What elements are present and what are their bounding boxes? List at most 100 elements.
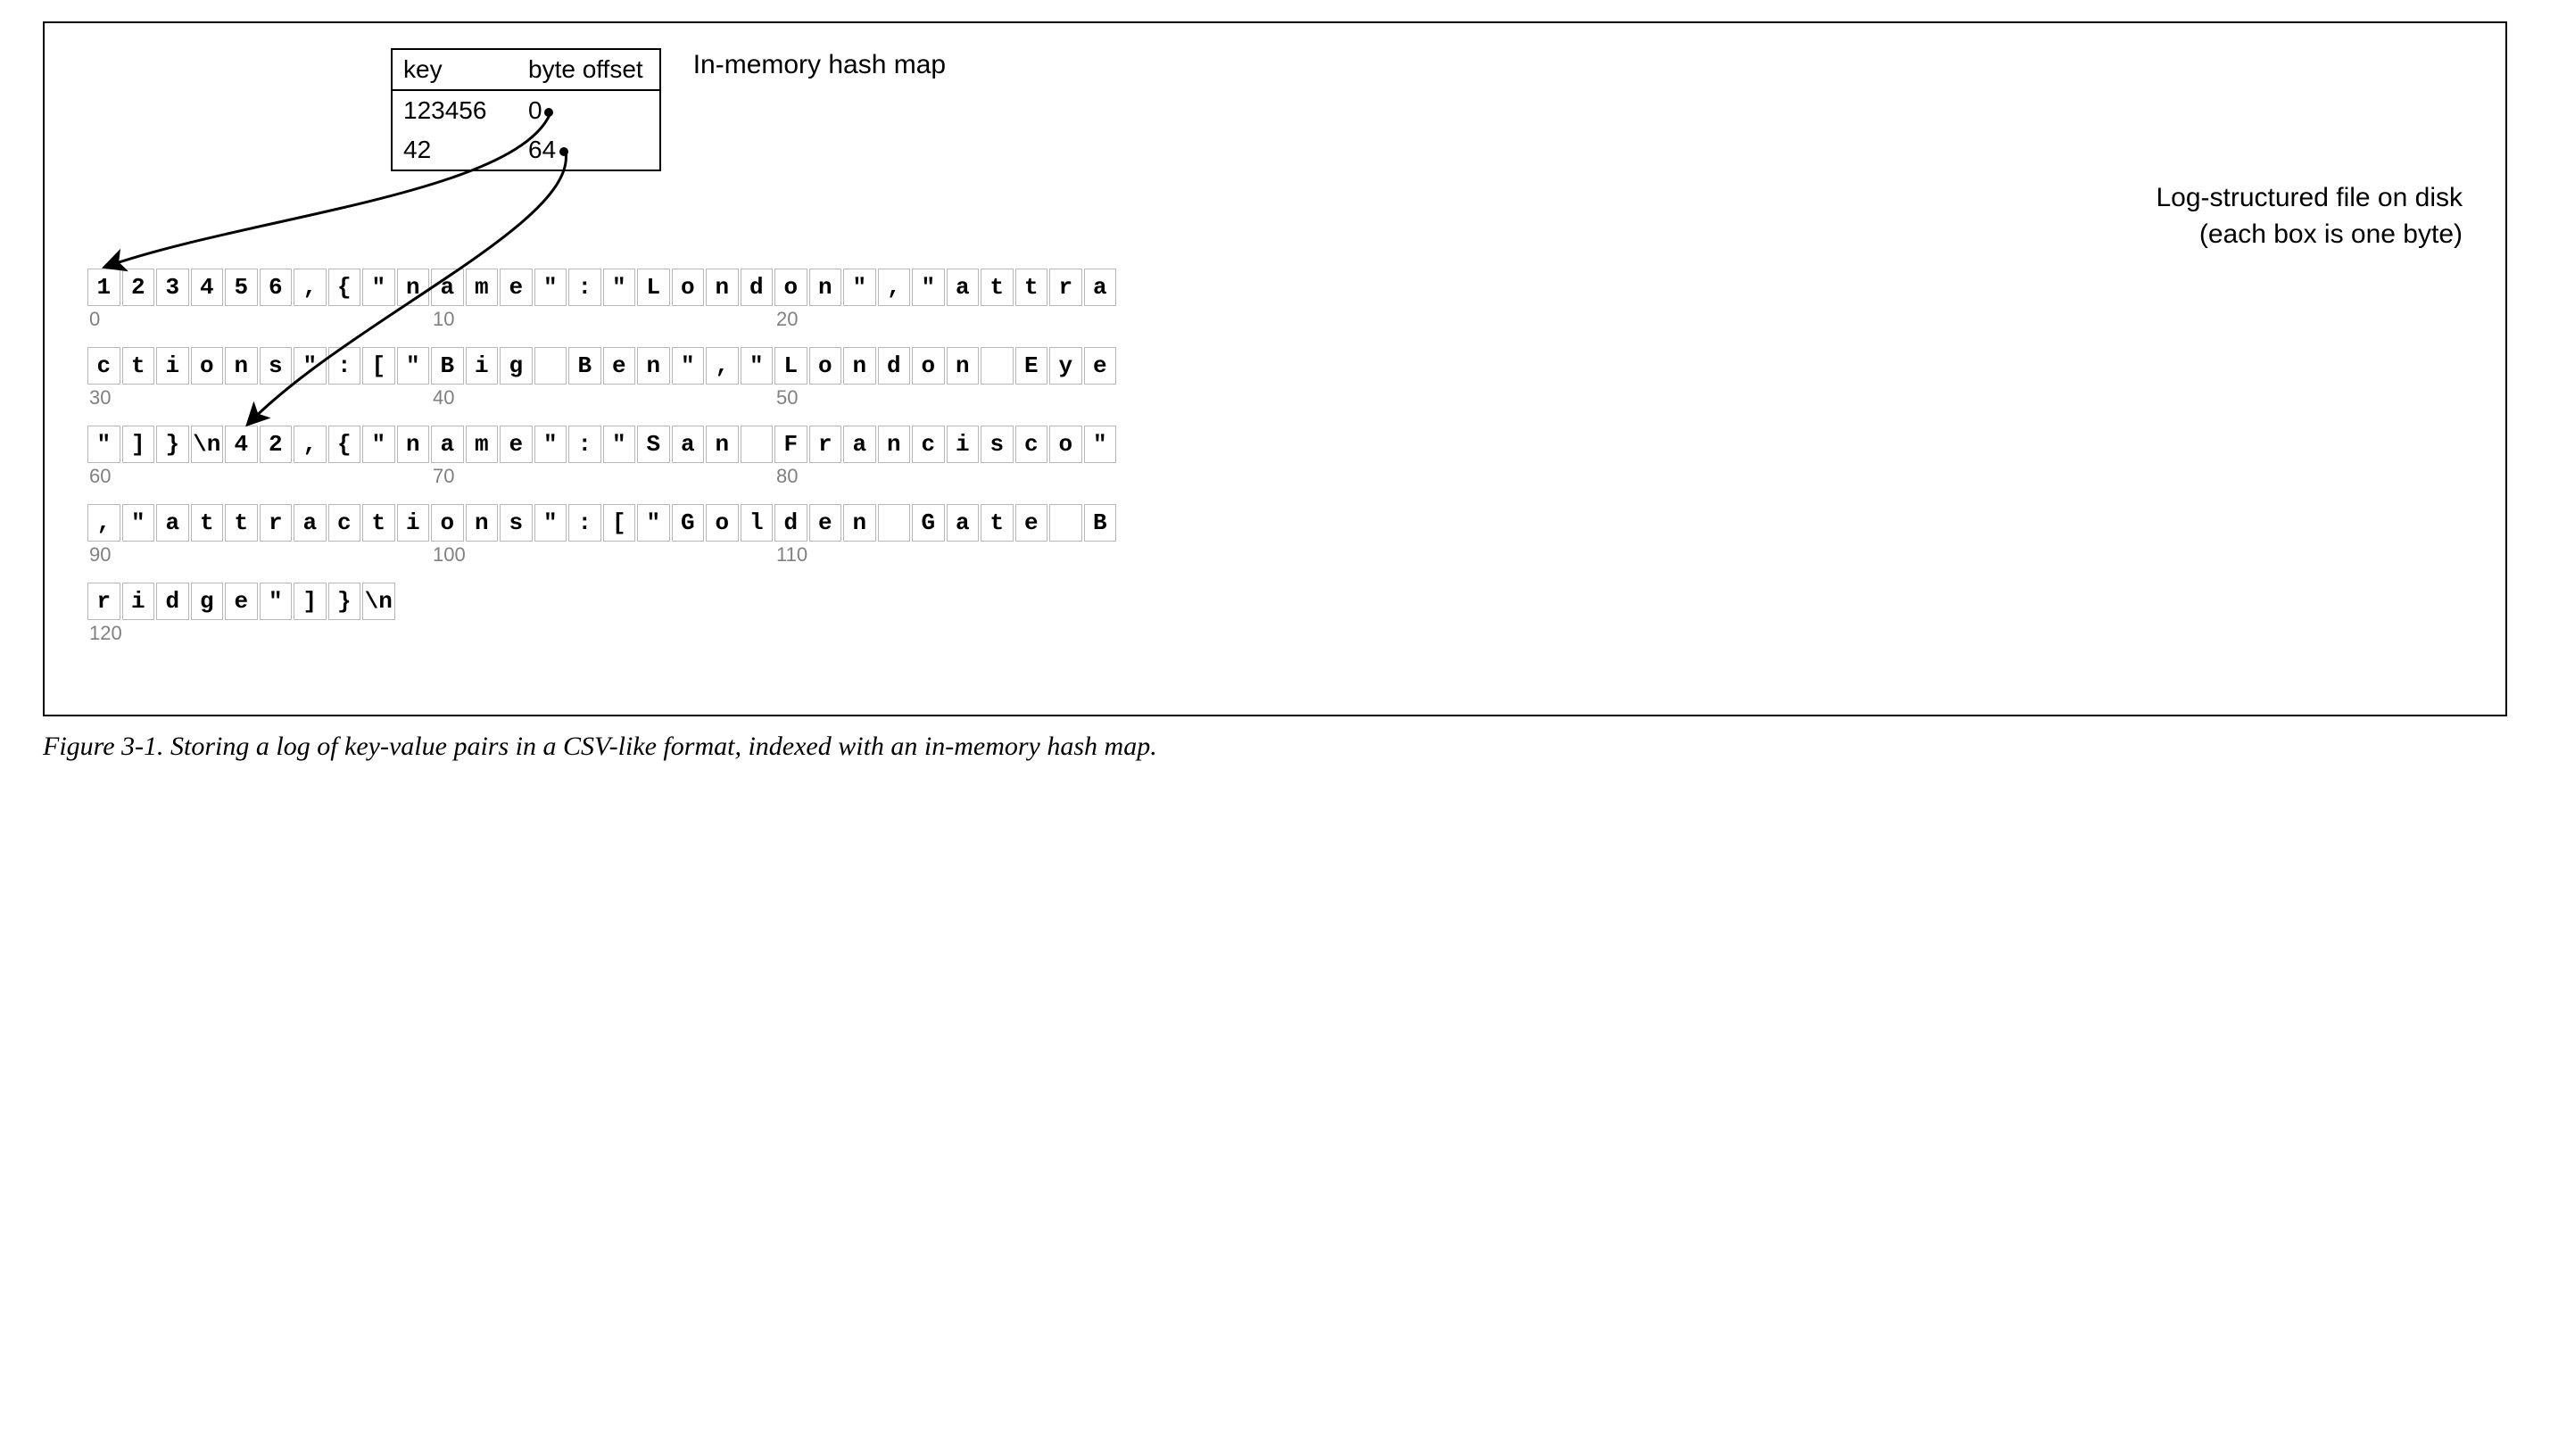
- disk-label: Log-structured file on disk (each box is…: [87, 180, 2463, 252]
- hashmap-header-key: key: [393, 50, 517, 89]
- byte-cell: a: [294, 504, 327, 542]
- offset-label: 10: [431, 308, 464, 327]
- offset-label: [534, 386, 567, 406]
- offset-label: [568, 386, 601, 406]
- offset-label: [191, 308, 224, 327]
- byte-cell: \n: [191, 426, 224, 463]
- offset-label: [912, 543, 945, 563]
- byte-cell: g: [500, 347, 533, 385]
- offset-label: [1049, 386, 1082, 406]
- byte-cell: B: [431, 347, 464, 385]
- byte-cell: o: [431, 504, 464, 542]
- byte-cell: ": [397, 347, 430, 385]
- byte-cell: ": [741, 347, 774, 385]
- byte-cell: ": [122, 504, 155, 542]
- offset-label: [843, 465, 876, 484]
- offset-label: [534, 543, 567, 563]
- offset-row: 607080: [87, 465, 2463, 484]
- offset-label: [947, 386, 980, 406]
- byte-cell: G: [912, 504, 945, 542]
- figure-box: key byte offset 123456 0 42 64 In-memory…: [43, 21, 2507, 716]
- offset-label: [947, 465, 980, 484]
- offset-label: [1049, 308, 1082, 327]
- byte-cell: e: [500, 269, 533, 306]
- offset-label: [672, 308, 705, 327]
- offset-label: 0: [87, 308, 120, 327]
- byte-cell: :: [568, 426, 601, 463]
- hashmap-key-0: 123456: [393, 91, 517, 130]
- byte-cell: [: [362, 347, 395, 385]
- offset-label: [122, 386, 155, 406]
- byte-cell: o: [1049, 426, 1082, 463]
- offset-label: [225, 543, 258, 563]
- offset-label: [225, 622, 258, 641]
- byte-cell: ,: [87, 504, 120, 542]
- byte-cell: ": [603, 426, 636, 463]
- offset-label: [981, 386, 1014, 406]
- byte-cell: o: [706, 504, 739, 542]
- byte-cell: ,: [294, 269, 327, 306]
- byte-cell: n: [706, 426, 739, 463]
- offset-label: [809, 465, 842, 484]
- byte-cell: 5: [225, 269, 258, 306]
- offset-label: [637, 543, 670, 563]
- byte-cell: ,: [706, 347, 739, 385]
- byte-cell: [741, 426, 774, 463]
- byte-cell: s: [260, 347, 293, 385]
- offset-label: 30: [87, 386, 120, 406]
- offset-label: [225, 465, 258, 484]
- offset-label: [741, 386, 774, 406]
- offset-label: [637, 386, 670, 406]
- offset-label: [397, 308, 430, 327]
- byte-cell: S: [637, 426, 670, 463]
- byte-cell: n: [809, 269, 842, 306]
- offset-label: 70: [431, 465, 464, 484]
- byte-cell: t: [1015, 269, 1048, 306]
- offset-label: [397, 465, 430, 484]
- byte-cell: ": [672, 347, 705, 385]
- offset-label: [500, 543, 533, 563]
- byte-cell: e: [1015, 504, 1048, 542]
- offset-label: [603, 465, 636, 484]
- offset-label: [1084, 308, 1117, 327]
- offset-label: [534, 308, 567, 327]
- offset-label: [191, 465, 224, 484]
- offset-label: [741, 543, 774, 563]
- hashmap-table: key byte offset 123456 0 42 64: [391, 48, 661, 171]
- offset-label: [878, 465, 911, 484]
- byte-cell: s: [981, 426, 1014, 463]
- byte-cell: a: [947, 504, 980, 542]
- hashmap-area: key byte offset 123456 0 42 64 In-memory…: [391, 48, 2463, 171]
- offset-label: [156, 622, 189, 641]
- offset-label: [1015, 386, 1048, 406]
- offset-label: [260, 308, 293, 327]
- byte-cell: o: [809, 347, 842, 385]
- byte-cell: :: [568, 504, 601, 542]
- byte-cell: [1049, 504, 1082, 542]
- byte-cell: a: [672, 426, 705, 463]
- byte-cell: :: [568, 269, 601, 306]
- offset-label: [328, 386, 361, 406]
- offset-label: [156, 465, 189, 484]
- byte-cell: ,: [294, 426, 327, 463]
- byte-cell: i: [156, 347, 189, 385]
- offset-label: [362, 386, 395, 406]
- byte-row: 123456,{"name":"London","attra: [87, 269, 2463, 306]
- byte-cell: L: [774, 347, 807, 385]
- byte-cell: r: [809, 426, 842, 463]
- offset-label: [260, 386, 293, 406]
- offset-label: 20: [774, 308, 807, 327]
- offset-label: [500, 308, 533, 327]
- byte-cell: o: [912, 347, 945, 385]
- offset-label: 40: [431, 386, 464, 406]
- byte-cell: n: [225, 347, 258, 385]
- byte-cell: d: [156, 583, 189, 620]
- offset-label: [568, 465, 601, 484]
- byte-cell: ": [534, 269, 567, 306]
- byte-cell: ]: [122, 426, 155, 463]
- byte-cell: o: [774, 269, 807, 306]
- byte-cell: ": [843, 269, 876, 306]
- byte-cell: }: [328, 583, 361, 620]
- offset-label: [637, 308, 670, 327]
- byte-cell: t: [122, 347, 155, 385]
